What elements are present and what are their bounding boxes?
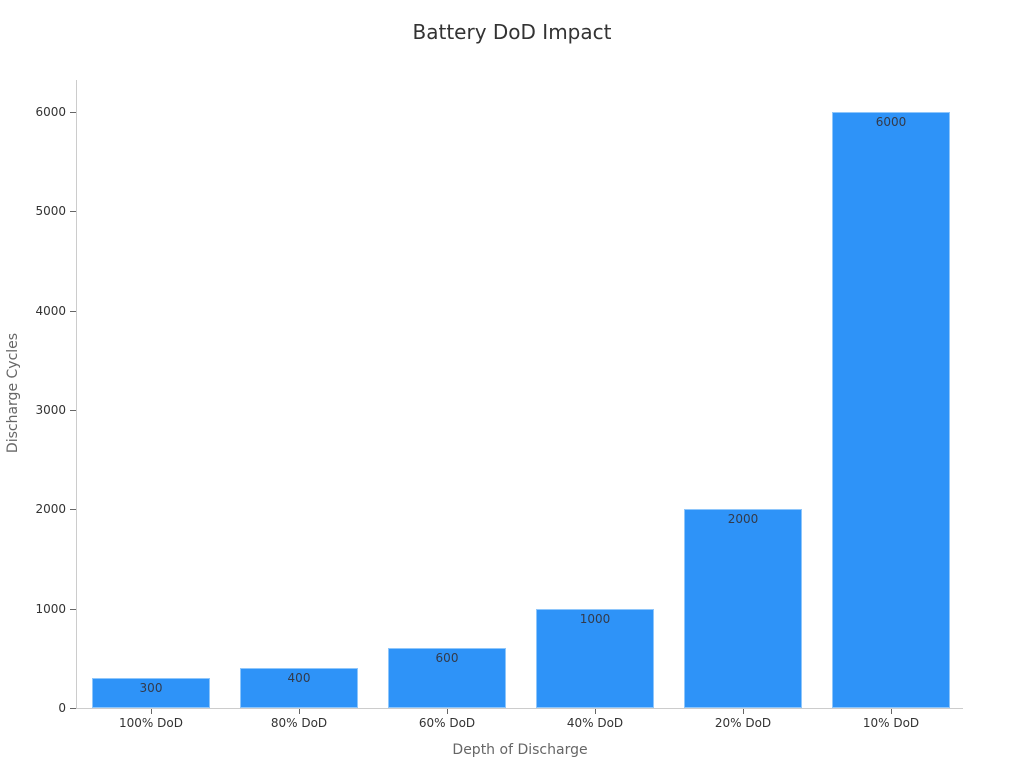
y-tick-mark (70, 608, 76, 610)
bar[interactable] (536, 608, 654, 708)
x-tick-label: 40% DoD (566, 716, 624, 730)
bar[interactable] (684, 509, 802, 708)
x-tick-mark (151, 709, 152, 714)
x-tick-label: 60% DoD (418, 716, 476, 730)
y-tick-mark (70, 509, 76, 511)
y-tick-mark (70, 112, 76, 113)
y-tick-mark (70, 708, 76, 709)
y-tick-label: 2000 (35, 502, 66, 517)
bar-value-label: 1000 (579, 611, 611, 626)
y-tick-mark (70, 211, 76, 213)
bar-value-label: 2000 (727, 512, 759, 527)
y-tick-label: 0 (58, 701, 66, 715)
bar[interactable] (92, 678, 210, 708)
x-axis-line (76, 708, 963, 709)
y-tick-mark (70, 410, 76, 411)
x-tick-mark (299, 709, 300, 714)
y-axis-line (76, 80, 77, 708)
x-tick-mark (891, 709, 892, 714)
bar[interactable] (240, 668, 358, 708)
x-axis-label: Depth of Discharge (452, 742, 588, 758)
x-tick-label: 80% DoD (270, 716, 328, 730)
y-axis-label: Discharge Cycles (5, 332, 21, 454)
bar-value-label: 400 (287, 671, 311, 686)
x-tick-label: 20% DoD (714, 716, 772, 730)
bar[interactable] (388, 648, 506, 708)
bar-value-label: 300 (139, 681, 163, 696)
y-tick-label: 3000 (35, 403, 66, 417)
x-tick-label: 100% DoD (119, 716, 183, 730)
x-tick-mark (595, 709, 596, 714)
y-tick-label: 6000 (35, 105, 66, 119)
bar[interactable] (832, 112, 950, 708)
y-tick-label: 5000 (35, 204, 66, 219)
y-tick-mark (70, 310, 76, 312)
x-tick-mark (743, 709, 744, 714)
bar-value-label: 6000 (875, 115, 907, 129)
bar-value-label: 600 (435, 651, 459, 666)
y-tick-label: 4000 (35, 303, 66, 318)
y-tick-label: 1000 (35, 601, 66, 616)
x-tick-label: 10% DoD (862, 716, 920, 730)
chart-title: Battery DoD Impact (412, 20, 612, 44)
x-tick-mark (447, 709, 448, 714)
